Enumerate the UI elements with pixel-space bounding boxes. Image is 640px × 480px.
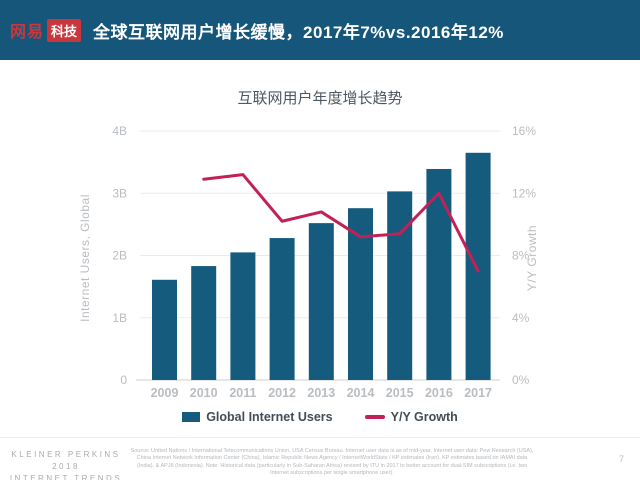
footer: KLEINER PERKINS 2018 INTERNET TRENDS Sou… xyxy=(0,437,640,480)
right-tick-label: 8% xyxy=(512,249,530,263)
year-label-2015: 2015 xyxy=(386,386,414,400)
bar-2014 xyxy=(348,208,373,380)
legend-item-line: Y/Y Growth xyxy=(364,410,458,424)
year-label-2014: 2014 xyxy=(347,386,375,400)
left-tick-label: 0 xyxy=(120,373,127,387)
left-axis-title: Internet Users, Global xyxy=(78,194,92,322)
bar-2009 xyxy=(152,279,177,380)
legend-item-bars: Global Internet Users xyxy=(182,410,333,424)
left-tick-label: 2B xyxy=(112,249,127,263)
right-tick-label: 4% xyxy=(512,311,530,325)
logo-sub-badge: 科技 xyxy=(47,18,82,42)
legend-label-line: Y/Y Growth xyxy=(390,410,458,424)
bar-2010 xyxy=(191,266,217,380)
netease-tech-logo: 网易 科技 xyxy=(10,18,82,42)
right-tick-label: 12% xyxy=(512,186,536,200)
page-number: 7 xyxy=(618,454,624,464)
year-label-2012: 2012 xyxy=(268,386,296,400)
bar-2017 xyxy=(465,152,491,380)
year-label-2011: 2011 xyxy=(229,386,256,400)
left-tick-label: 4B xyxy=(112,124,127,138)
chart-legend: Global Internet Users Y/Y Growth xyxy=(0,410,640,424)
bar-2013 xyxy=(308,223,334,380)
year-label-2013: 2013 xyxy=(307,386,335,400)
right-axis-title: Y/Y Growth xyxy=(525,225,539,291)
right-tick-label: 0% xyxy=(512,373,530,387)
year-label-2017: 2017 xyxy=(464,386,492,400)
footer-brand-line-3: INTERNET TRENDS xyxy=(9,474,123,480)
header-bar: 网易 科技 全球互联网用户增长缓慢，2017年7%vs.2016年12% xyxy=(0,0,640,60)
bar-2012 xyxy=(269,238,295,380)
footer-brand-line-2: 2018 xyxy=(52,462,80,471)
year-label-2010: 2010 xyxy=(190,386,218,400)
footer-brand-line-1: KLEINER PERKINS xyxy=(11,450,121,459)
yoy-growth-line xyxy=(202,173,480,273)
bar-2016 xyxy=(426,168,452,380)
internet-users-growth-chart: 4B 16% 3B 12% 2B 8% 1B 4% 0 0% 2009 2010 2011 2012 201… xyxy=(78,124,539,400)
legend-label-bars: Global Internet Users xyxy=(206,410,333,424)
chart-title: 互联网用户年度增长趋势 xyxy=(237,90,403,107)
left-tick-label: 3B xyxy=(112,186,127,200)
line-series-swatch xyxy=(364,415,385,419)
left-tick-label: 1B xyxy=(112,311,127,325)
source-note: Source: United Nations / International T… xyxy=(130,448,534,476)
page-title: 全球互联网用户增长缓慢，2017年7%vs.2016年12% xyxy=(93,22,504,42)
year-label-2016: 2016 xyxy=(425,386,453,400)
year-label-2009: 2009 xyxy=(151,386,179,400)
logo-brand-text: 网易 xyxy=(10,24,45,41)
bar-2011 xyxy=(230,252,256,380)
footer-brand-block: KLEINER PERKINS 2018 INTERNET TRENDS xyxy=(5,449,127,480)
bar-series-swatch xyxy=(182,412,201,422)
bar-2015 xyxy=(387,191,413,380)
right-tick-label: 16% xyxy=(512,124,536,138)
